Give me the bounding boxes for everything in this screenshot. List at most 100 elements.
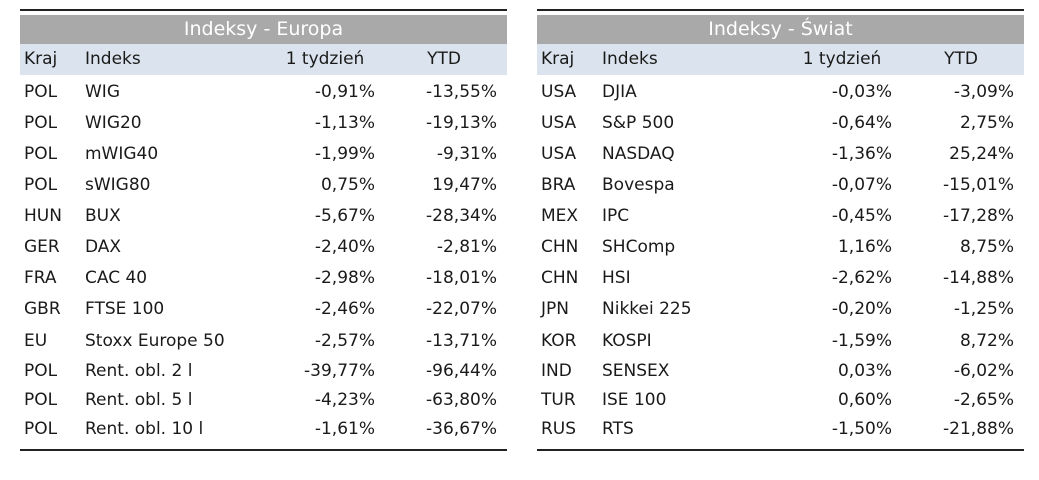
table-body: POL WIG -0,91% -13,55% POL WIG20 -1,13% -19,13%…	[20, 75, 507, 444]
week-change-cell: -0,45%	[831, 206, 892, 226]
week-change-cell: -2,40%	[314, 237, 375, 257]
table-row: KOR KOSPI -1,59% 8,72%	[537, 325, 1024, 357]
ytd-change-cell: -21,88%	[943, 419, 1014, 439]
country-cell: CHN	[541, 237, 579, 257]
ytd-change-cell: -3,09%	[953, 82, 1014, 102]
table-bottom-rule	[20, 449, 507, 451]
index-cell: KOSPI	[602, 331, 652, 351]
country-cell: IND	[541, 361, 572, 381]
header-ytd: YTD	[427, 49, 461, 69]
index-cell: Bovespa	[602, 175, 675, 195]
table-row: POL WIG20 -1,13% -19,13%	[20, 108, 507, 139]
ytd-change-cell: 25,24%	[949, 144, 1014, 164]
table-row: MEX IPC -0,45% -17,28%	[537, 201, 1024, 232]
ytd-change-cell: -15,01%	[943, 175, 1014, 195]
week-change-cell: 1,16%	[837, 237, 892, 257]
country-cell: GER	[24, 237, 60, 257]
week-change-cell: -0,64%	[831, 113, 892, 133]
country-cell: MEX	[541, 206, 579, 226]
country-cell: CHN	[541, 268, 579, 288]
ytd-change-cell: -63,80%	[426, 390, 497, 410]
table-row: USA S&P 500 -0,64% 2,75%	[537, 108, 1024, 139]
ytd-change-cell: -9,31%	[436, 144, 497, 164]
ytd-change-cell: 19,47%	[432, 175, 497, 195]
table-top-rule	[20, 9, 507, 11]
index-cell: CAC 40	[85, 268, 148, 288]
index-cell: DAX	[85, 237, 122, 257]
ytd-change-cell: -13,55%	[426, 82, 497, 102]
index-cell: WIG20	[85, 113, 142, 133]
header-index: Indeks	[85, 49, 141, 69]
index-cell: SENSEX	[602, 361, 670, 381]
country-cell: TUR	[541, 390, 576, 410]
week-change-cell: -1,36%	[831, 144, 892, 164]
country-cell: POL	[24, 361, 58, 381]
table-row: POL Rent. obl. 2 l -39,77% -96,44%	[20, 357, 507, 386]
table-row: GBR FTSE 100 -2,46% -22,07%	[20, 294, 507, 325]
country-cell: USA	[541, 82, 577, 102]
country-cell: HUN	[24, 206, 62, 226]
week-change-cell: -39,77%	[304, 361, 375, 381]
header-ytd: YTD	[944, 49, 978, 69]
index-cell: Rent. obl. 5 l	[85, 390, 193, 410]
ytd-change-cell: -1,25%	[953, 299, 1014, 319]
table-title: Indeksy - Świat	[537, 15, 1024, 44]
index-cell: IPC	[602, 206, 630, 226]
week-change-cell: 0,60%	[837, 390, 892, 410]
country-cell: POL	[24, 82, 58, 102]
header-country: Kraj	[541, 49, 575, 69]
index-cell: RTS	[602, 419, 634, 439]
week-change-cell: -0,07%	[831, 175, 892, 195]
ytd-change-cell: -13,71%	[426, 331, 497, 351]
table-row: POL sWIG80 0,75% 19,47%	[20, 170, 507, 201]
week-change-cell: -1,13%	[314, 113, 375, 133]
index-cell: HSI	[602, 268, 631, 288]
index-cell: ISE 100	[602, 390, 667, 410]
table-row: GER DAX -2,40% -2,81%	[20, 232, 507, 263]
ytd-change-cell: 8,75%	[959, 237, 1014, 257]
table-row: USA NASDAQ -1,36% 25,24%	[537, 139, 1024, 170]
table-row: JPN Nikkei 225 -0,20% -1,25%	[537, 294, 1024, 325]
week-change-cell: -1,59%	[831, 331, 892, 351]
week-change-cell: -2,62%	[831, 268, 892, 288]
country-cell: FRA	[24, 268, 57, 288]
table-row: POL Rent. obl. 5 l -4,23% -63,80%	[20, 386, 507, 415]
table-row: CHN SHComp 1,16% 8,75%	[537, 232, 1024, 263]
index-cell: BUX	[85, 206, 121, 226]
country-cell: JPN	[541, 299, 569, 319]
index-cell: Stoxx Europe 50	[85, 331, 225, 351]
index-cell: sWIG80	[85, 175, 151, 195]
ytd-change-cell: 8,72%	[959, 331, 1014, 351]
week-change-cell: -2,46%	[314, 299, 375, 319]
week-change-cell: -1,99%	[314, 144, 375, 164]
country-cell: USA	[541, 144, 577, 164]
week-change-cell: -5,67%	[314, 206, 375, 226]
week-change-cell: -2,57%	[314, 331, 375, 351]
country-cell: POL	[24, 419, 58, 439]
europe-indices-table: Indeksy - Europa Kraj Indeks 1 tydzień Y…	[20, 9, 507, 451]
header-week: 1 tydzień	[802, 49, 882, 69]
table-row: POL Rent. obl. 10 l -1,61% -36,67%	[20, 415, 507, 444]
ytd-change-cell: -28,34%	[426, 206, 497, 226]
index-cell: DJIA	[602, 82, 637, 102]
ytd-change-cell: -6,02%	[953, 361, 1014, 381]
table-row: BRA Bovespa -0,07% -15,01%	[537, 170, 1024, 201]
index-cell: FTSE 100	[85, 299, 165, 319]
table-row: POL WIG -0,91% -13,55%	[20, 77, 507, 108]
table-header-row: Kraj Indeks 1 tydzień YTD	[537, 44, 1024, 75]
ytd-change-cell: 2,75%	[959, 113, 1014, 133]
week-change-cell: -1,61%	[314, 419, 375, 439]
ytd-change-cell: -96,44%	[426, 361, 497, 381]
ytd-change-cell: -14,88%	[943, 268, 1014, 288]
table-row: EU Stoxx Europe 50 -2,57% -13,71%	[20, 325, 507, 357]
table-title: Indeksy - Europa	[20, 15, 507, 44]
index-cell: Rent. obl. 10 l	[85, 419, 204, 439]
country-cell: POL	[24, 144, 58, 164]
country-cell: GBR	[24, 299, 61, 319]
country-cell: RUS	[541, 419, 577, 439]
week-change-cell: -0,03%	[831, 82, 892, 102]
week-change-cell: -0,91%	[314, 82, 375, 102]
country-cell: POL	[24, 113, 58, 133]
week-change-cell: 0,75%	[320, 175, 375, 195]
table-row: CHN HSI -2,62% -14,88%	[537, 263, 1024, 294]
